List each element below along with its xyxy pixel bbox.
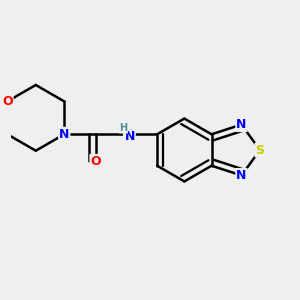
- Text: N: N: [236, 169, 247, 182]
- Text: N: N: [236, 118, 247, 131]
- Text: O: O: [90, 155, 101, 168]
- Text: N: N: [59, 128, 69, 141]
- Text: O: O: [2, 95, 13, 108]
- Text: N: N: [125, 130, 135, 143]
- Text: H: H: [124, 129, 133, 139]
- Text: S: S: [255, 143, 264, 157]
- Text: H: H: [119, 123, 128, 133]
